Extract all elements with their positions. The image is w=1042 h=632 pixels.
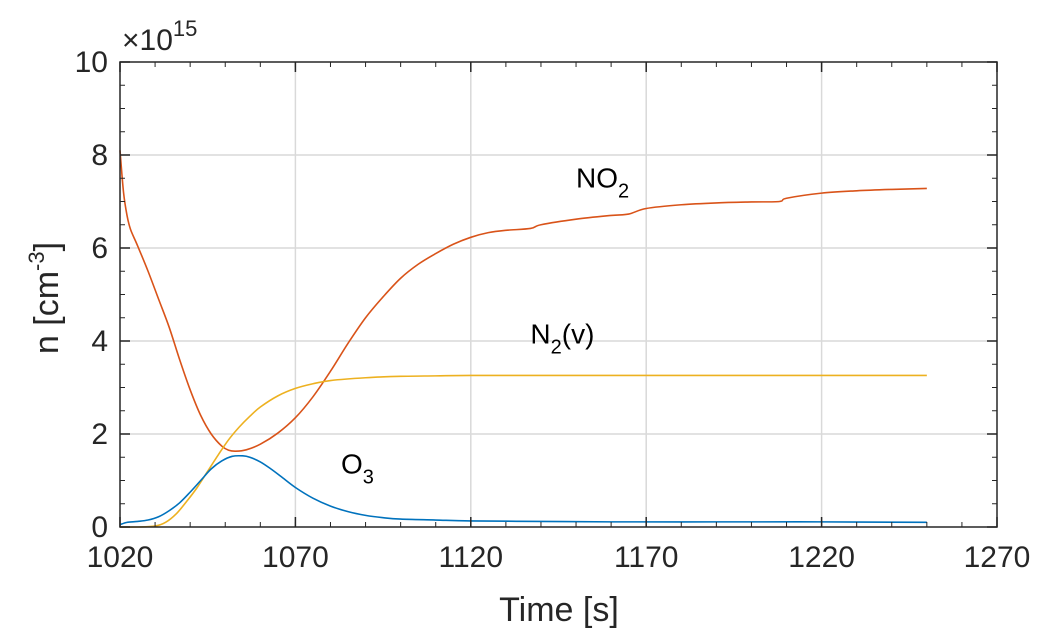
- y-axis-label-main: n [cm: [28, 271, 66, 354]
- annotation-suffix: (v): [562, 318, 595, 349]
- annotation-no2: NO2: [576, 163, 629, 203]
- annotation-o3: O3: [341, 449, 374, 489]
- annotation-main: N: [530, 318, 550, 349]
- x-tick-label: 1020: [87, 541, 154, 574]
- annotation-subscript: 3: [363, 467, 374, 489]
- series-line-no2: [119, 150, 927, 453]
- y-tick-label: 0: [91, 511, 108, 544]
- annotation-subscript: 2: [618, 181, 629, 203]
- y-tick-label: 8: [91, 139, 108, 172]
- series-layer: [119, 150, 927, 528]
- y-tick-label: 10: [75, 46, 108, 79]
- y-axis-label-sup: -3: [24, 251, 49, 271]
- y-tick-label: 4: [91, 325, 108, 358]
- y-exponent-power: 15: [173, 16, 197, 41]
- plot-frame: [119, 61, 998, 528]
- annotation-main: O: [341, 449, 363, 480]
- annotation-main: NO: [576, 163, 618, 194]
- x-tick-label: 1120: [439, 541, 504, 574]
- grid-lines: [120, 62, 997, 527]
- annotation-n2: N2(v): [530, 318, 594, 358]
- y-tick-label: 2: [91, 418, 108, 451]
- annotation-subscript: 2: [551, 336, 562, 358]
- x-tick-label: 1270: [964, 541, 1031, 574]
- y-axis-label-close: ]: [28, 242, 66, 251]
- x-tick-label: 1170: [614, 541, 679, 574]
- series-line-n2v: [119, 374, 927, 528]
- x-axis-label: Time [s]: [499, 591, 619, 629]
- x-tick-label: 1070: [262, 541, 329, 574]
- x-tick-label: 1220: [788, 541, 855, 574]
- series-line-o3: [119, 454, 927, 526]
- y-axis-label: n [cm-3]: [24, 242, 66, 354]
- y-exponent-base: ×10: [122, 24, 173, 57]
- y-tick-label: 6: [91, 232, 108, 265]
- y-exponent-label: ×1015: [122, 16, 197, 57]
- tick-labels: 1020 1070 1120 1170 1220 1270 0 2 4 6 8 10: [75, 46, 1031, 574]
